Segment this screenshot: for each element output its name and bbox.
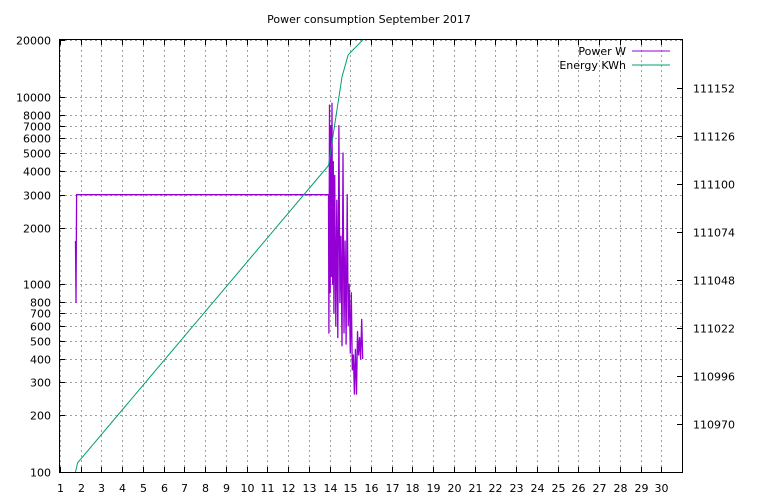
y-tick-label: 6000	[23, 133, 51, 146]
y-tick-label: 10000	[16, 92, 51, 105]
chart-title: Power consumption September 2017	[267, 13, 471, 26]
x-tick-label: 15	[344, 482, 358, 495]
x-tick-label: 19	[427, 482, 441, 495]
y-tick-label: 3000	[23, 190, 51, 203]
y2-tick-label: 110970	[693, 419, 735, 432]
y-tick-label: 600	[30, 321, 51, 334]
x-tick-label: 1	[57, 482, 64, 495]
x-tick-label: 6	[161, 482, 168, 495]
y-tick-label: 500	[30, 336, 51, 349]
x-tick-label: 27	[593, 482, 607, 495]
legend-label-energy: Energy KWh	[559, 59, 626, 72]
y-tick-label: 5000	[23, 148, 51, 161]
x-tick-label: 14	[324, 482, 338, 495]
axis-ticks	[60, 40, 682, 473]
y-tick-label: 100	[30, 467, 51, 480]
y-tick-label: 20000	[16, 35, 51, 48]
x-tick-label: 29	[635, 482, 649, 495]
x-tick-label: 4	[119, 482, 126, 495]
y-tick-label: 8000	[23, 110, 51, 123]
y-tick-label: 2000	[23, 223, 51, 236]
y-tick-label: 300	[30, 377, 51, 390]
x-tick-label: 16	[365, 482, 379, 495]
series-line-power	[74, 102, 364, 395]
x-tick-label: 11	[261, 482, 275, 495]
y2-tick-label: 110996	[693, 371, 735, 384]
x-tick-label: 20	[448, 482, 462, 495]
x-tick-label: 22	[489, 482, 503, 495]
x-tick-label: 12	[282, 482, 296, 495]
y2-tick-label: 111152	[693, 83, 735, 96]
x-tick-label: 2	[78, 482, 85, 495]
x-tick-label: 30	[655, 482, 669, 495]
x-tick-label: 5	[140, 482, 147, 495]
legend-label-power: Power W	[578, 45, 626, 58]
x-tick-label: 28	[614, 482, 628, 495]
x-tick-label: 8	[202, 482, 209, 495]
x-tick-label: 10	[241, 482, 255, 495]
y2-axis-tick-labels: 110970 110996 111022 111048 111074 111100 1111…	[693, 83, 735, 432]
grid	[60, 40, 682, 473]
x-tick-label: 26	[572, 482, 586, 495]
y2-tick-label: 111126	[693, 131, 735, 144]
plot-frame	[59, 39, 683, 473]
y-tick-label: 1000	[23, 279, 51, 292]
x-tick-label: 24	[531, 482, 545, 495]
x-tick-label: 23	[510, 482, 524, 495]
y2-tick-label: 111048	[693, 275, 735, 288]
x-tick-label: 18	[406, 482, 420, 495]
x-axis-tick-labels: 1 2 3 4 5 6 7 8 9 10 11 12 13 14 15 16 17 18 19 20 21 22 23 24 2…	[57, 482, 669, 495]
y2-tick-label: 111100	[693, 179, 735, 192]
series-lines	[74, 39, 364, 473]
y-tick-label: 200	[30, 410, 51, 423]
series-line-energy	[75, 39, 364, 473]
y-tick-label: 4000	[23, 166, 51, 179]
x-tick-label: 9	[223, 482, 230, 495]
x-tick-label: 3	[98, 482, 105, 495]
x-tick-label: 25	[552, 482, 566, 495]
y-tick-label: 400	[30, 354, 51, 367]
y-tick-label: 7000	[23, 121, 51, 134]
x-tick-label: 21	[469, 482, 483, 495]
x-tick-label: 17	[386, 482, 400, 495]
legend: Power W Energy KWh	[559, 45, 670, 72]
y-tick-label: 800	[30, 297, 51, 310]
x-tick-label: 7	[181, 482, 188, 495]
y2-tick-label: 111074	[693, 227, 735, 240]
y2-tick-label: 111022	[693, 323, 735, 336]
x-tick-label: 13	[303, 482, 317, 495]
y-tick-label: 700	[30, 308, 51, 321]
